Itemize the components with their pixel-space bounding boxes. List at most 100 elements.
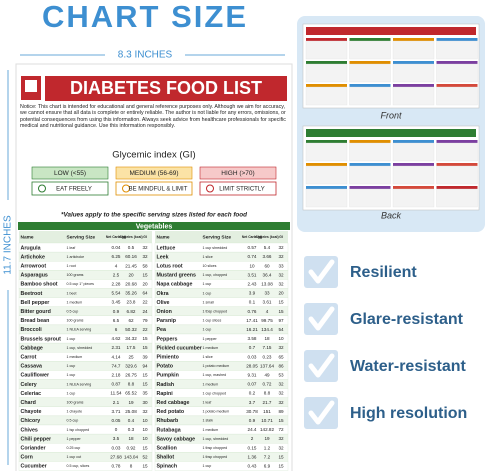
table-cell: 49 xyxy=(264,372,270,377)
footnote: *Values apply to the specific serving si… xyxy=(61,212,247,219)
food-name: Parsnip xyxy=(157,318,177,324)
table-cell: 3.71 xyxy=(112,409,121,414)
food-name: Bamboo shoot xyxy=(21,282,58,288)
table-cell: 32 xyxy=(278,382,284,387)
table-cell: 1 cup xyxy=(67,337,76,341)
table-cell: 65.52 xyxy=(125,391,137,396)
table-cell: 74.7 xyxy=(112,363,121,368)
table-header: Net Carbs(g) xyxy=(106,235,126,239)
table-cell: 15 xyxy=(142,382,148,387)
table-cell: 1 cup, shredded xyxy=(67,346,93,350)
thumbnail-block-head xyxy=(436,38,478,41)
table-cell: 15 xyxy=(142,372,148,377)
check-icon xyxy=(308,353,335,378)
table-cell: 6.5 xyxy=(113,318,120,323)
table-cell: 15 xyxy=(278,463,284,468)
thumbnail-block xyxy=(436,188,478,208)
notice: Notice: This chart is intended for educa… xyxy=(20,104,286,130)
table-cell: 32 xyxy=(278,445,284,450)
table-cell: 2.18 xyxy=(112,372,121,377)
table-cell: 0.7 xyxy=(249,345,256,350)
food-name: Pumpkin xyxy=(157,373,179,379)
table-cell: 26.75 xyxy=(125,372,137,377)
food-name: Okra xyxy=(157,291,169,297)
thumbnail-block-head xyxy=(306,140,347,143)
table-cell: 1 cup xyxy=(203,291,212,295)
table-cell: 0.5 cup 1" pieces xyxy=(67,282,95,286)
width-label: 8.3 INCHES xyxy=(118,50,173,61)
table-cell: 32 xyxy=(278,391,284,396)
table-header: GI xyxy=(279,235,283,239)
table-cell: 3.61 xyxy=(263,300,272,305)
table-cell: 0.72 xyxy=(263,382,272,387)
notice-box: Notice: This chart is intended for educa… xyxy=(20,104,286,130)
table-cell: 1 cup shredded xyxy=(203,246,228,250)
table-cell: 60.16 xyxy=(125,254,137,259)
table-cell: 0.5 xyxy=(128,245,135,250)
food-name: Pea xyxy=(157,327,166,333)
food-name: Red cabbage xyxy=(157,400,190,406)
table-cell: 1 NLEA serving xyxy=(67,328,92,332)
table-cell: 1 cup slices xyxy=(203,319,222,323)
table-cell: 1 cup chopped xyxy=(203,391,227,395)
food-name: Shallot xyxy=(157,455,175,461)
table-cell: 6.25 xyxy=(112,254,121,259)
table-cell: 15 xyxy=(278,300,284,305)
table-cell: 32 xyxy=(278,272,284,277)
table-cell: 10 xyxy=(142,427,148,432)
table-cell: 32 xyxy=(142,245,148,250)
thumbnail-block xyxy=(436,86,478,106)
table-cell: 0.9 xyxy=(113,309,120,314)
table-cell: 10 xyxy=(249,263,255,268)
table-header: Net Carbs(g) xyxy=(242,235,262,239)
table-cell: 33 xyxy=(278,263,284,268)
thumbnail-block xyxy=(349,63,391,83)
section-title: Vegetables xyxy=(136,223,173,230)
table-cell: 6.82 xyxy=(127,309,136,314)
thumbnail-block xyxy=(305,188,348,208)
table-cell: 89 xyxy=(278,409,284,414)
table-cell: 94 xyxy=(142,363,148,368)
feature-label: High resolution xyxy=(350,405,467,422)
table-cell: 1 tbsp chopped xyxy=(203,446,228,450)
table-cell: 16.21 xyxy=(246,327,258,332)
gi-icon xyxy=(122,184,130,193)
table-cell: 1 NLEA serving xyxy=(67,382,92,386)
feature-label: Water-resistant xyxy=(350,358,467,375)
food-name: Arrowroot xyxy=(21,263,47,269)
table-cell: 1 artichoke xyxy=(67,255,85,259)
table-cell: 15 xyxy=(142,463,148,468)
thumbnail-block-head xyxy=(306,163,347,166)
table-cell: 1 leaf xyxy=(203,401,212,405)
thumbnail-block-head xyxy=(349,140,391,143)
food-name: Celeriac xyxy=(21,391,42,397)
gi-advice-box xyxy=(199,181,277,196)
table-cell: 2 xyxy=(251,436,254,441)
table-cell: 1 tbsp chopped xyxy=(203,310,228,314)
table-cell: 6 xyxy=(115,327,118,332)
table-cell: 1 cup xyxy=(67,364,76,368)
table-cell: 3.66 xyxy=(263,254,272,259)
food-name: Carrot xyxy=(21,354,37,360)
thumbnail-block xyxy=(392,165,435,185)
thumbnail-block xyxy=(305,63,348,83)
table-cell: 86 xyxy=(278,363,284,368)
table-cell: 3.45 xyxy=(112,300,121,305)
table-cell: 0.3 xyxy=(128,427,135,432)
table-header: Name xyxy=(21,234,34,240)
table-cell: 36.4 xyxy=(263,272,272,277)
thumbnail-block xyxy=(392,86,435,106)
table-cell: 52 xyxy=(142,454,148,459)
table-cell: 97 xyxy=(278,318,284,323)
thumbnail-block-head xyxy=(306,84,347,87)
table-cell: 53 xyxy=(278,372,284,377)
food-name: Napa cabbage xyxy=(157,282,193,288)
table-header: GI xyxy=(143,235,147,239)
gi-range-box xyxy=(31,166,109,180)
table-cell: 11.54 xyxy=(110,391,122,396)
food-name: Chayote xyxy=(21,409,42,415)
table-cell: 17.41 xyxy=(246,318,258,323)
table-cell: 13.08 xyxy=(261,281,273,286)
food-name: Red potato xyxy=(157,409,185,415)
